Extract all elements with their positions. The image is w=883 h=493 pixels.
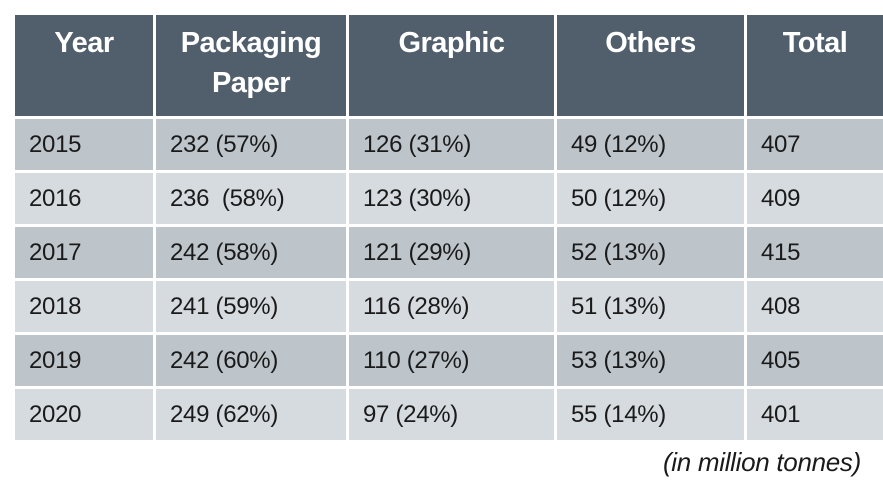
cell-others: 49 (12%) (557, 119, 744, 170)
header-graphic: Graphic (349, 15, 554, 116)
table-header-row: Year Packaging Paper Graphic Others Tota… (15, 15, 883, 116)
cell-total: 405 (747, 335, 883, 386)
cell-graphic: 116 (28%) (349, 281, 554, 332)
table-row: 2015 232 (57%) 126 (31%) 49 (12%) 407 (15, 119, 883, 170)
cell-packaging: 249 (62%) (156, 389, 346, 440)
cell-others: 52 (13%) (557, 227, 744, 278)
cell-year: 2019 (15, 335, 153, 386)
cell-packaging: 241 (59%) (156, 281, 346, 332)
header-year: Year (15, 15, 153, 116)
cell-total: 409 (747, 173, 883, 224)
cell-year: 2018 (15, 281, 153, 332)
table-row: 2017 242 (58%) 121 (29%) 52 (13%) 415 (15, 227, 883, 278)
cell-year: 2015 (15, 119, 153, 170)
table-row: 2019 242 (60%) 110 (27%) 53 (13%) 405 (15, 335, 883, 386)
cell-total: 408 (747, 281, 883, 332)
cell-packaging: 232 (57%) (156, 119, 346, 170)
cell-year: 2020 (15, 389, 153, 440)
cell-packaging: 242 (58%) (156, 227, 346, 278)
table-row: 2018 241 (59%) 116 (28%) 51 (13%) 408 (15, 281, 883, 332)
cell-total: 401 (747, 389, 883, 440)
cell-year: 2016 (15, 173, 153, 224)
header-others: Others (557, 15, 744, 116)
unit-note: (in million tonnes) (662, 447, 861, 477)
cell-packaging: 236 (58%) (156, 173, 346, 224)
cell-graphic: 126 (31%) (349, 119, 554, 170)
cell-graphic: 110 (27%) (349, 335, 554, 386)
cell-graphic: 121 (29%) (349, 227, 554, 278)
data-table-container: Year Packaging Paper Graphic Others Tota… (12, 12, 883, 443)
table-row: 2016 236 (58%) 123 (30%) 50 (12%) 409 (15, 173, 883, 224)
cell-others: 55 (14%) (557, 389, 744, 440)
cell-year: 2017 (15, 227, 153, 278)
cell-others: 50 (12%) (557, 173, 744, 224)
cell-total: 407 (747, 119, 883, 170)
header-packaging-paper: Packaging Paper (156, 15, 346, 116)
cell-packaging: 242 (60%) (156, 335, 346, 386)
cell-others: 51 (13%) (557, 281, 744, 332)
cell-total: 415 (747, 227, 883, 278)
header-total: Total (747, 15, 883, 116)
paper-production-table: Year Packaging Paper Graphic Others Tota… (12, 12, 883, 443)
cell-graphic: 97 (24%) (349, 389, 554, 440)
cell-graphic: 123 (30%) (349, 173, 554, 224)
cell-others: 53 (13%) (557, 335, 744, 386)
table-row: 2020 249 (62%) 97 (24%) 55 (14%) 401 (15, 389, 883, 440)
